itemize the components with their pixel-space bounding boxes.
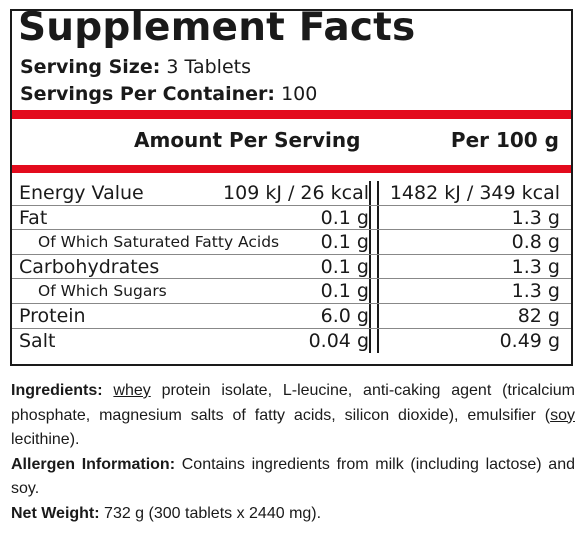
supplement-facts-panel: Supplement Facts Serving Size: 3 Tablets… xyxy=(10,5,573,366)
row-per-serving: 109 kJ / 26 kcal xyxy=(223,182,369,204)
row-name: Protein xyxy=(19,304,86,327)
nutrition-table: Energy Value 109 kJ / 26 kcal 1482 kJ / … xyxy=(12,181,571,354)
ingredients-paragraph: Ingredients: whey protein isolate, L-leu… xyxy=(11,379,575,453)
table-row: Carbohydrates 0.1 g 1.3 g xyxy=(12,255,571,280)
table-row: Protein 6.0 g 82 g xyxy=(12,304,571,329)
ingredients-label: Ingredients: xyxy=(11,382,103,399)
row-per-100g: 1482 kJ / 349 kcal xyxy=(389,182,560,204)
middle-red-bar xyxy=(12,165,571,173)
row-per-serving: 0.1 g xyxy=(320,255,369,278)
ingredients-text-2: lecithine). xyxy=(11,431,80,448)
allergen-label: Allergen Information: xyxy=(11,455,176,473)
allergen-whey: whey xyxy=(113,382,151,399)
allergen-text: Contains ingredients from milk (includin… xyxy=(11,455,576,498)
ingredients-text-1: protein isolate, L-leucine, anti-caking … xyxy=(11,382,575,424)
row-name: Salt xyxy=(19,329,56,352)
row-per-100g: 82 g xyxy=(517,304,560,327)
servings-per-container: Servings Per Container: 100 xyxy=(20,83,317,105)
serving-size-label: Serving Size: xyxy=(20,56,161,78)
net-weight-label: Net Weight: xyxy=(11,504,100,522)
row-per-serving: 6.0 g xyxy=(320,304,369,327)
row-per-serving: 0.1 g xyxy=(320,231,369,254)
row-per-100g: 1.3 g xyxy=(511,255,560,278)
row-per-100g: 0.49 g xyxy=(499,329,560,352)
net-weight-text: 732 g (300 tablets x 2440 mg). xyxy=(99,504,322,522)
table-row: Fat 0.1 g 1.3 g xyxy=(12,206,571,231)
table-row: Of Which Saturated Fatty Acids 0.1 g 0.8… xyxy=(12,230,571,255)
row-per-serving: 0.04 g xyxy=(308,329,369,352)
servings-per-container-value: 100 xyxy=(281,83,318,105)
header-amount-per-serving: Amount Per Serving xyxy=(134,128,361,152)
allergen-paragraph: Allergen Information: Contains ingredien… xyxy=(11,453,575,502)
row-name: Energy Value xyxy=(19,182,144,204)
table-row: Salt 0.04 g 0.49 g xyxy=(12,329,571,354)
row-per-100g: 1.3 g xyxy=(511,280,560,303)
panel-title: Supplement Facts xyxy=(18,5,416,50)
row-name: Of Which Saturated Fatty Acids xyxy=(38,233,280,252)
ingredients-section: Ingredients: whey protein isolate, L-leu… xyxy=(11,379,575,526)
row-per-serving: 0.1 g xyxy=(320,206,369,229)
column-divider-left xyxy=(369,181,371,354)
row-per-100g: 1.3 g xyxy=(511,206,560,229)
servings-per-container-label: Servings Per Container: xyxy=(20,83,276,105)
row-name: Fat xyxy=(19,206,48,229)
serving-size-value: 3 Tablets xyxy=(166,56,251,78)
table-row: Energy Value 109 kJ / 26 kcal 1482 kJ / … xyxy=(12,181,571,206)
row-per-serving: 0.1 g xyxy=(320,280,369,303)
row-name: Of Which Sugars xyxy=(38,282,167,301)
allergen-soy: soy xyxy=(550,406,575,424)
column-divider-right xyxy=(377,181,379,354)
serving-size: Serving Size: 3 Tablets xyxy=(20,56,251,78)
header-per-100g: Per 100 g xyxy=(450,128,559,152)
table-row: Of Which Sugars 0.1 g 1.3 g xyxy=(12,279,571,304)
top-red-bar xyxy=(12,110,571,119)
row-per-100g: 0.8 g xyxy=(511,231,560,254)
row-name: Carbohydrates xyxy=(19,255,160,278)
net-weight-paragraph: Net Weight: 732 g (300 tablets x 2440 mg… xyxy=(11,502,575,527)
